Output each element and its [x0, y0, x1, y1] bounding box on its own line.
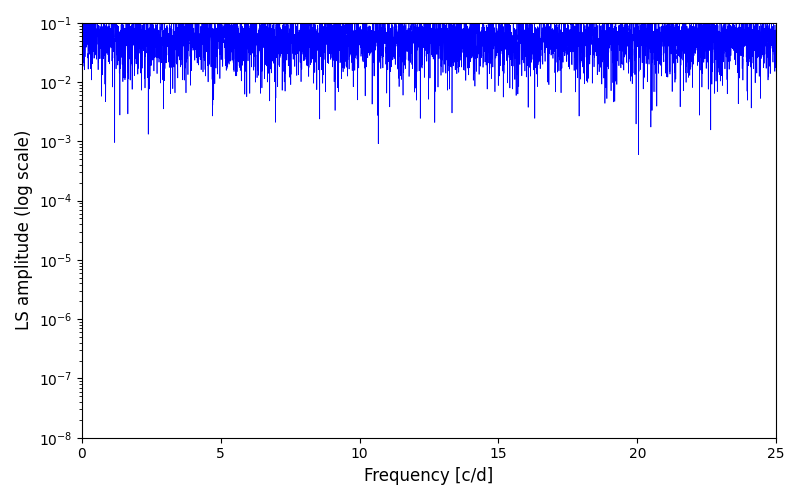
X-axis label: Frequency [c/d]: Frequency [c/d] [364, 467, 494, 485]
Y-axis label: LS amplitude (log scale): LS amplitude (log scale) [15, 130, 33, 330]
